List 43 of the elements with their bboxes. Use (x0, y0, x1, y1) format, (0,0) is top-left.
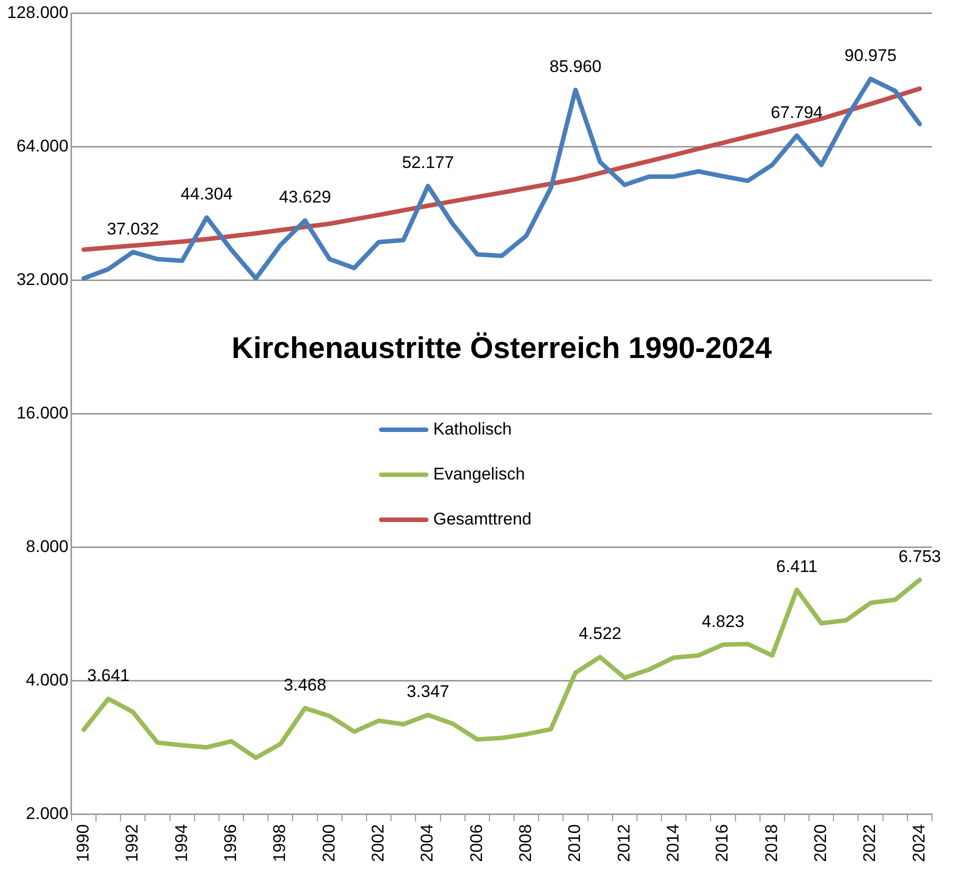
x-tick-label: 1998 (270, 824, 290, 862)
y-tick-label: 32.000 (16, 270, 68, 289)
data-label: 44.304 (180, 184, 233, 204)
x-tick-label: 1992 (122, 824, 142, 862)
x-tick-label: 2018 (762, 824, 781, 862)
data-label: 90.975 (844, 46, 897, 66)
x-tick-label: 2016 (712, 824, 732, 862)
x-tick-label: 2012 (614, 824, 634, 862)
y-tick-label: 16.000 (16, 403, 68, 422)
text: Kirchenaustritte Österreich 1990-2024 (232, 332, 772, 365)
x-tick-label: 1990 (73, 824, 92, 862)
data-label: 6.411 (776, 557, 818, 576)
data-label: 3.641 (87, 666, 130, 685)
data-label: 4.823 (702, 612, 744, 631)
legend-label: Katholisch (433, 419, 512, 438)
y-tick-label: 64.000 (16, 136, 68, 156)
x-tick-label: 2002 (368, 824, 388, 862)
data-label: 85.960 (549, 57, 602, 76)
legend-label: Gesamttrend (433, 509, 532, 528)
x-tick-label: 1996 (220, 824, 240, 862)
x-tick-label: 2004 (418, 824, 437, 862)
legend-label: Evangelisch (433, 464, 525, 484)
data-label: 52.177 (402, 153, 454, 172)
data-label: 3.347 (406, 682, 450, 702)
x-tick-label: 2010 (565, 824, 584, 862)
x-tick-label: 1994 (172, 824, 191, 862)
y-tick-label: 128.000 (7, 2, 68, 22)
x-tick-label: 2006 (466, 824, 486, 862)
y-tick-label: 2.000 (26, 804, 68, 823)
x-tick-label: 2008 (516, 824, 535, 862)
y-tick-label: 8.000 (26, 536, 68, 556)
data-label: 6.753 (898, 547, 941, 566)
x-tick-label: 2022 (860, 824, 880, 862)
data-label: 4.522 (578, 624, 622, 644)
y-tick-label: 4.000 (26, 670, 68, 690)
data-label: 43.629 (279, 188, 332, 207)
data-label: 67.794 (770, 102, 823, 122)
data-label: 3.468 (284, 675, 326, 694)
x-tick-label: 2020 (811, 824, 830, 862)
x-tick-label: 2024 (909, 824, 928, 862)
x-tick-label: 2014 (664, 824, 683, 862)
x-tick-label: 2000 (319, 824, 338, 862)
data-label: 37.032 (106, 219, 159, 238)
